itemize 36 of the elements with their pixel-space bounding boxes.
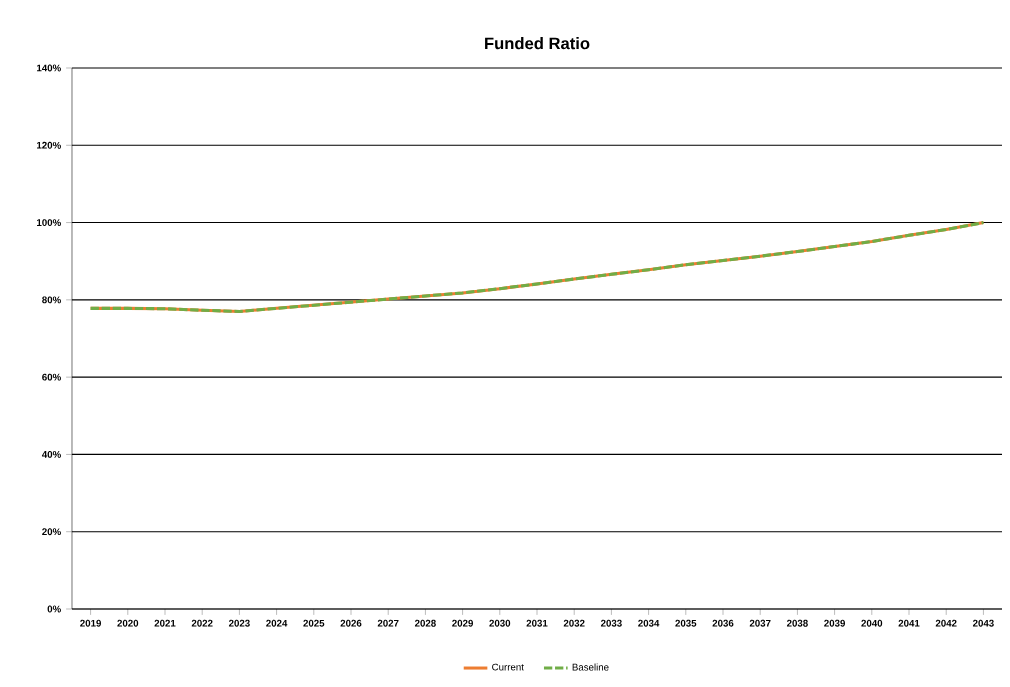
legend-label: Current bbox=[492, 663, 524, 671]
x-tick-label: 2024 bbox=[266, 619, 288, 627]
x-tick-label: 2023 bbox=[228, 619, 250, 627]
x-tick-label: 2027 bbox=[377, 619, 399, 627]
y-tick-label: 20% bbox=[42, 528, 61, 536]
y-tick-label: 140% bbox=[37, 64, 61, 72]
x-tick-label: 2041 bbox=[898, 619, 920, 627]
x-tick-label: 2038 bbox=[786, 619, 808, 627]
x-tick-label: 2033 bbox=[600, 619, 622, 627]
x-tick-label: 2039 bbox=[824, 619, 845, 627]
chart-title: Funded Ratio bbox=[485, 37, 590, 50]
y-tick-label: 0% bbox=[47, 605, 61, 613]
x-tick-label: 2032 bbox=[563, 619, 585, 627]
x-tick-label: 2031 bbox=[526, 619, 548, 627]
x-tick-label: 2021 bbox=[154, 619, 176, 627]
y-tick-label: 80% bbox=[42, 296, 61, 304]
x-tick-label: 2035 bbox=[675, 619, 697, 627]
x-tick-label: 2026 bbox=[340, 619, 362, 627]
x-tick-label: 2030 bbox=[489, 619, 511, 627]
legend-label: Baseline bbox=[572, 663, 609, 671]
y-tick-label: 40% bbox=[41, 451, 61, 458]
y-tick-label: 100% bbox=[37, 219, 61, 226]
x-tick-label: 2037 bbox=[749, 619, 771, 627]
x-tick-label: 2019 bbox=[80, 619, 101, 627]
x-tick-label: 2020 bbox=[117, 619, 139, 627]
x-tick-label: 2042 bbox=[935, 619, 957, 627]
x-tick-label: 2022 bbox=[191, 619, 213, 627]
x-tick-label: 2043 bbox=[972, 619, 994, 627]
x-tick-label: 2040 bbox=[861, 619, 883, 627]
x-tick-label: 2028 bbox=[414, 619, 436, 627]
x-tick-label: 2025 bbox=[303, 619, 325, 627]
x-tick-label: 2034 bbox=[638, 619, 660, 627]
y-tick-label: 60% bbox=[42, 373, 61, 381]
y-tick-label: 120% bbox=[37, 141, 61, 149]
x-tick-label: 2029 bbox=[452, 619, 473, 627]
x-tick-label: 2036 bbox=[712, 619, 734, 627]
